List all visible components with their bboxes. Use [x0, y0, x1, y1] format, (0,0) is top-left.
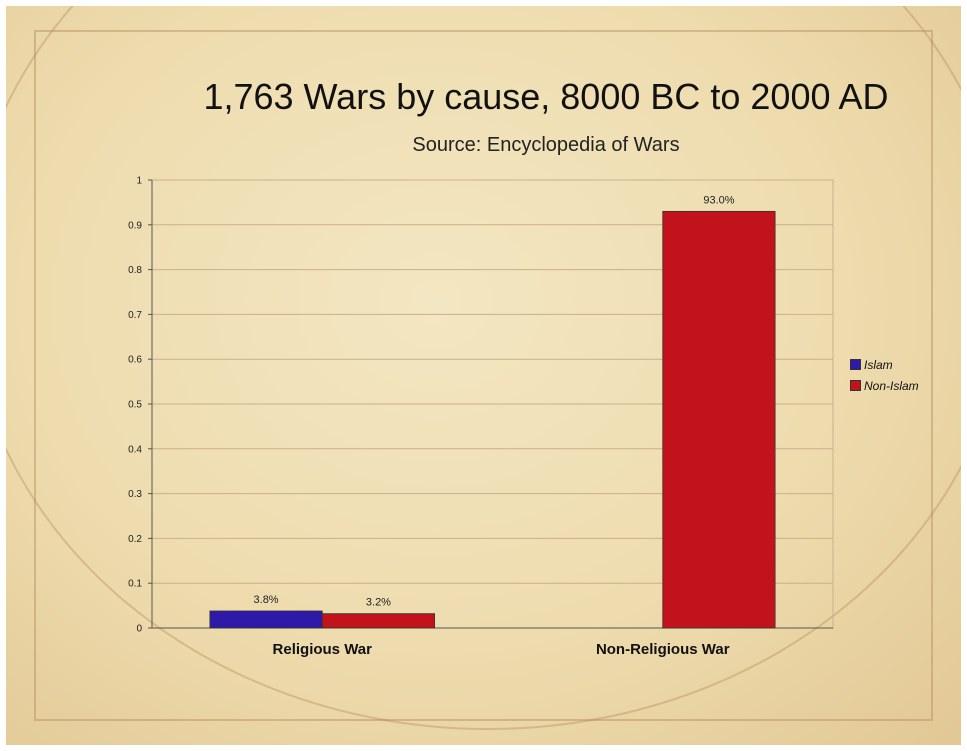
y-tick-label: 0.4 [128, 444, 142, 455]
x-tick-label: Religious War [273, 641, 373, 658]
legend-label-islam: Islam [864, 357, 893, 372]
legend-swatch-islam [850, 359, 861, 370]
y-tick-label: 0.9 [128, 220, 142, 231]
bar-non-islam [662, 210, 776, 629]
legend-item-islam: Islam [850, 354, 919, 375]
y-tick-label: 0.3 [128, 489, 142, 500]
legend-swatch-non-islam [850, 380, 861, 391]
data-label: 3.8% [254, 594, 279, 606]
y-tick-label: 0.6 [128, 355, 142, 366]
y-tick-label: 0.1 [128, 579, 142, 590]
y-tick-label: 0.8 [128, 265, 142, 276]
chart-legend: Islam Non-Islam [850, 354, 919, 396]
x-tick-label: Non-Religious War [596, 641, 730, 658]
bar-non-islam [321, 613, 436, 629]
y-tick-label: 0.5 [128, 400, 142, 411]
legend-item-non-islam: Non-Islam [850, 375, 919, 396]
data-label: 93.0% [703, 194, 734, 206]
bar-islam [209, 610, 323, 629]
slide-background: 1,763 Wars by cause, 8000 BC to 2000 AD … [6, 6, 961, 745]
y-tick-label: 0.2 [128, 534, 142, 545]
y-tick-label: 0.7 [128, 310, 142, 321]
y-tick-label: 1 [136, 176, 142, 187]
legend-label-non-islam: Non-Islam [864, 378, 919, 393]
y-tick-label: 0 [136, 624, 142, 635]
data-label: 3.2% [366, 597, 391, 609]
